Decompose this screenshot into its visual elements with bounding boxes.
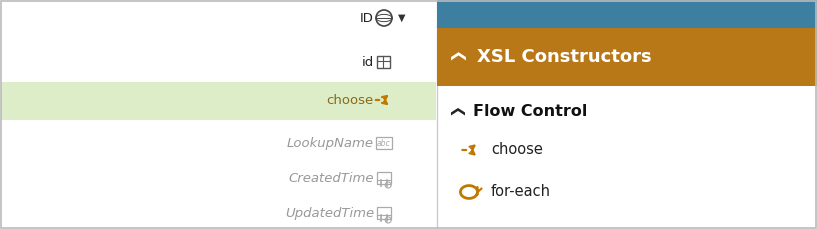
- Text: ❮: ❮: [448, 106, 462, 118]
- Text: CreatedTime: CreatedTime: [288, 172, 374, 185]
- Text: ❮: ❮: [448, 51, 462, 63]
- Text: Flow Control: Flow Control: [473, 104, 587, 120]
- Text: id: id: [362, 55, 374, 68]
- Text: LookupName: LookupName: [287, 136, 374, 150]
- Bar: [1, 82, 436, 120]
- Text: choose: choose: [327, 93, 374, 106]
- Bar: [377, 207, 391, 219]
- Text: for-each: for-each: [491, 185, 551, 199]
- Text: ▼: ▼: [398, 13, 406, 23]
- Text: choose: choose: [491, 142, 542, 158]
- Bar: [377, 56, 391, 68]
- Bar: [376, 137, 392, 149]
- Text: abc: abc: [377, 139, 391, 147]
- Text: ID: ID: [360, 11, 374, 25]
- Text: UpdatedTime: UpdatedTime: [285, 207, 374, 220]
- Bar: [377, 172, 391, 184]
- Bar: [437, 0, 817, 28]
- Bar: [437, 28, 817, 86]
- Text: XSL Constructors: XSL Constructors: [477, 48, 652, 66]
